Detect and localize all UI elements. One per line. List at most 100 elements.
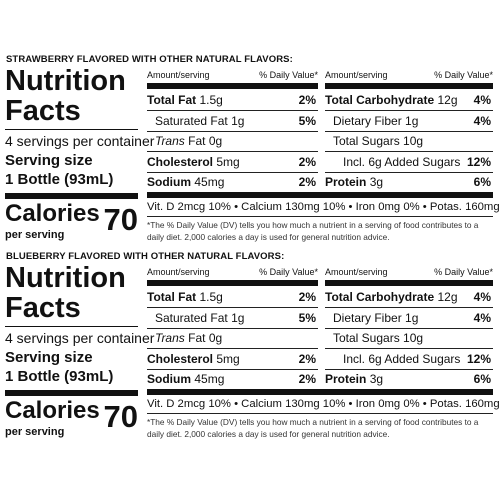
nutrient-name: Saturated Fat [155,310,228,325]
nutrient-name: Saturated Fat [155,113,228,128]
col-header: Amount/serving [147,267,210,277]
daily-value: 12% [466,154,491,169]
rule [5,326,138,327]
nutrient-name: Sodium [147,175,191,189]
col-header: Amount/serving [325,70,388,80]
nutrient-amount: Fat 0g [188,331,223,345]
daily-value: 2% [298,93,316,107]
nutrient-amount: 3g [369,175,384,189]
nutrient-amount: 5mg [216,154,240,169]
nutrient-row: Total Fat 1.5g 2% [147,287,318,308]
daily-value: 5% [298,310,316,325]
nutrient-name: Cholesterol [147,351,214,366]
per-serving: per serving [5,229,65,241]
thick-rule [5,390,138,396]
nutrient-amount: 1.5g [199,93,223,107]
heading: BLUEBERRY FLAVORED WITH OTHER NATURAL FL… [6,251,285,262]
nutrient-name: Total Carbohydrate [325,93,435,107]
col-header: % Daily Value* [434,267,493,277]
nutrient-name: Protein [325,175,367,189]
title: Nutrition [5,65,126,97]
daily-value: 6% [473,372,491,386]
calories-label: Calories [5,397,100,424]
thick-rule [325,280,493,286]
daily-value: 6% [473,175,491,189]
col-header: Amount/serving [325,267,388,277]
nutrient-row: Total Carbohydrate 12g 4% [325,287,493,308]
nutrient-row: Total Sugars 10g [325,131,493,152]
nutrient-row: Trans Fat 0g [147,328,318,349]
nutrient-name: Total Sugars [333,331,400,345]
rule [5,129,138,130]
nutrient-name: Dietary Fiber [333,310,402,325]
nutrient-row: Protein 3g 6% [325,369,493,390]
nutrient-name: Sodium [147,372,191,386]
serving-size-label: Serving size [5,152,93,169]
thick-rule [147,192,493,198]
thick-rule [147,83,318,89]
title: Facts [5,95,81,127]
servings: 4 servings per container [5,133,155,149]
daily-value: 2% [298,372,316,386]
calories-label: Calories [5,200,100,227]
thick-rule [5,193,138,199]
serving-size-label: Serving size [5,349,93,366]
daily-value: 12% [466,351,491,366]
nutrient-row: Protein 3g 6% [325,172,493,193]
nutrient-amount: 3g [369,372,384,386]
nutrient-row: Total Fat 1.5g 2% [147,90,318,111]
nutrient-amount: 1g [231,310,245,325]
nutrient-amount: 10g [403,331,424,345]
calories-value: 70 [103,202,138,237]
nutrient-name: Incl. 6g Added Sugars [343,154,461,169]
daily-value: 2% [298,351,316,366]
daily-value: 4% [473,310,491,325]
nutrient-row: Incl. 6g Added Sugars 12% [325,152,493,173]
title: Facts [5,292,81,324]
nutrient-name: Trans [155,331,185,345]
nutrient-amount: 12g [437,290,458,304]
vitamins: Vit. D 2mcg 10% • Calcium 130mg 10% • Ir… [147,396,500,414]
col-header: % Daily Value* [434,70,493,80]
daily-value: 2% [298,175,316,189]
nutrient-amount: 1g [231,113,245,128]
nutrient-amount: 1g [405,310,419,325]
nutrition-panel: STRAWBERRY FLAVORED WITH OTHER NATURAL F… [0,0,500,242]
daily-value: 2% [298,154,316,169]
nutrient-row: Saturated Fat 1g 5% [147,308,318,329]
nutrient-amount: 1.5g [199,290,223,304]
serving-size: 1 Bottle (93mL) [5,171,114,188]
nutrient-name: Total Fat [147,290,197,304]
nutrient-row: Sodium 45mg 2% [147,369,318,390]
nutrient-amount: 45mg [194,175,225,189]
thick-rule [325,83,493,89]
nutrient-row: Dietary Fiber 1g 4% [325,308,493,329]
nutrition-panel: BLUEBERRY FLAVORED WITH OTHER NATURAL FL… [0,197,500,439]
nutrient-amount: 45mg [194,372,225,386]
nutrient-name: Total Carbohydrate [325,290,435,304]
title: Nutrition [5,262,126,294]
nutrient-name: Incl. 6g Added Sugars [343,351,461,366]
nutrient-amount: Fat 0g [188,134,223,148]
footnote: *The % Daily Value (DV) tells you how mu… [147,417,479,439]
calories-value: 70 [103,399,138,434]
nutrient-name: Total Sugars [333,134,400,148]
nutrient-amount: 12g [437,93,458,107]
daily-value: 5% [298,113,316,128]
nutrient-row: Sodium 45mg 2% [147,172,318,193]
footnote: *The % Daily Value (DV) tells you how mu… [147,220,479,242]
thick-rule [147,280,318,286]
heading: STRAWBERRY FLAVORED WITH OTHER NATURAL F… [6,54,293,65]
daily-value: 4% [473,93,491,107]
daily-value: 4% [473,290,491,304]
col-header: % Daily Value* [259,70,318,80]
nutrient-row: Cholesterol 5mg 2% [147,152,318,173]
nutrient-row: Trans Fat 0g [147,131,318,152]
servings: 4 servings per container [5,330,155,346]
nutrient-row: Total Carbohydrate 12g 4% [325,90,493,111]
daily-value: 2% [298,290,316,304]
col-header: Amount/serving [147,70,210,80]
nutrient-row: Total Sugars 10g [325,328,493,349]
serving-size: 1 Bottle (93mL) [5,368,114,385]
